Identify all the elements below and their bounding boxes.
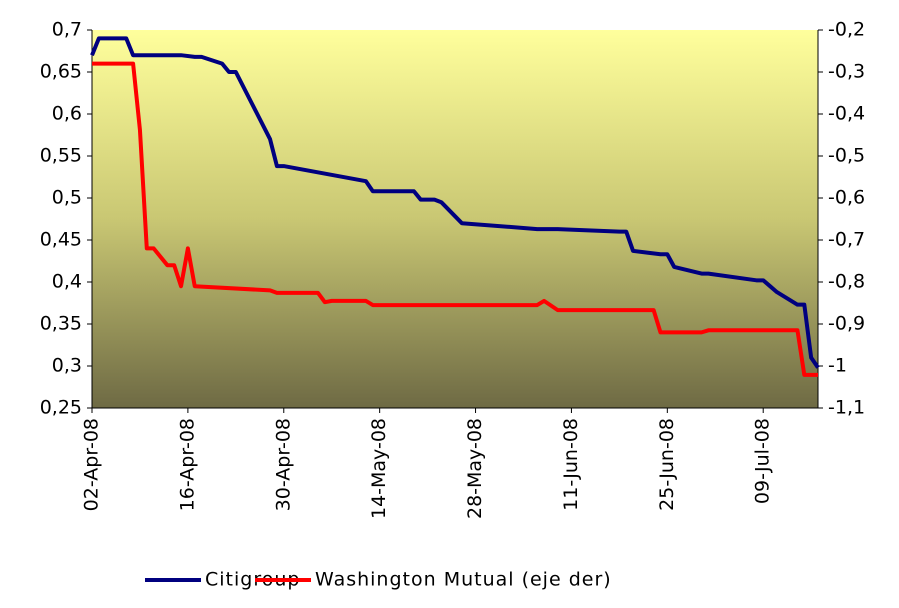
x-tick-label: 16-Apr-08: [176, 418, 198, 511]
y2-tick-label: -0,2: [828, 19, 865, 41]
y2-tick-label: -0,9: [828, 313, 865, 335]
legend-label: Washington Mutual (eje der): [315, 569, 612, 591]
y2-tick-label: -0,3: [828, 61, 865, 83]
y-tick-label: 0,6: [52, 103, 82, 125]
y2-tick-label: -0,8: [828, 271, 865, 293]
y-tick-label: 0,25: [40, 397, 82, 419]
x-tick-label: 11-Jun-08: [560, 418, 582, 511]
series-line: [92, 61, 818, 377]
y-tick-label: 0,45: [40, 229, 82, 251]
y2-tick-label: -1: [828, 355, 847, 377]
y2-tick-label: -0,6: [828, 187, 865, 209]
x-tick-label: 25-Jun-08: [656, 418, 678, 511]
y2-tick-label: -0,5: [828, 145, 865, 167]
y-tick-label: 0,35: [40, 313, 82, 335]
y-tick-label: 0,3: [52, 355, 82, 377]
legend-label: Citigroup: [205, 569, 300, 591]
x-tick-label: 14-May-08: [368, 418, 390, 519]
x-tick-label: 28-May-08: [464, 418, 486, 519]
y2-tick-label: -0,7: [828, 229, 865, 251]
y-tick-label: 0,7: [52, 19, 82, 41]
y-tick-label: 0,5: [52, 187, 82, 209]
y-tick-label: 0,4: [52, 271, 82, 293]
x-tick-label: 02-Apr-08: [81, 418, 103, 511]
y-tick-label: 0,65: [40, 61, 82, 83]
y2-tick-label: -1,1: [828, 397, 865, 419]
series-line: [90, 36, 820, 369]
x-tick-label: 30-Apr-08: [272, 418, 294, 511]
x-tick-label: 09-Jul-08: [752, 418, 774, 504]
y2-tick-label: -0,4: [828, 103, 865, 125]
y-tick-label: 0,55: [40, 145, 82, 167]
